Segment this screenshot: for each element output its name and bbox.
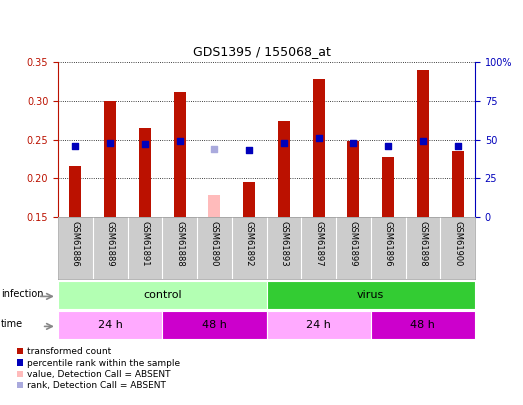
Bar: [417, 70, 429, 217]
Bar: [347, 141, 359, 217]
Text: GSM61888: GSM61888: [175, 222, 184, 267]
Text: GSM61890: GSM61890: [210, 222, 219, 267]
Point: [210, 145, 219, 152]
Point: [384, 143, 392, 149]
Bar: [69, 166, 82, 217]
Text: time: time: [1, 319, 24, 328]
Text: GSM61892: GSM61892: [245, 222, 254, 267]
Text: 48 h: 48 h: [202, 320, 227, 330]
Point: [141, 141, 149, 147]
Bar: [371, 311, 475, 339]
Point: [314, 135, 323, 141]
Bar: [208, 195, 221, 217]
Bar: [267, 311, 371, 339]
Text: virus: virus: [357, 290, 384, 300]
Point: [280, 139, 288, 146]
Text: infection: infection: [1, 289, 43, 298]
Point: [175, 138, 184, 144]
Point: [245, 147, 253, 153]
Text: control: control: [143, 290, 181, 300]
Point: [453, 143, 462, 149]
Bar: [162, 311, 267, 339]
Point: [106, 139, 115, 146]
Text: GDS1395 / 155068_at: GDS1395 / 155068_at: [192, 45, 331, 58]
Text: 24 h: 24 h: [306, 320, 331, 330]
Bar: [278, 121, 290, 217]
Bar: [313, 79, 325, 217]
Text: 24 h: 24 h: [98, 320, 122, 330]
Text: GSM61896: GSM61896: [384, 222, 393, 267]
Text: GSM61897: GSM61897: [314, 222, 323, 267]
Bar: [382, 157, 394, 217]
Bar: [104, 101, 116, 217]
Bar: [174, 92, 186, 217]
Point: [349, 139, 358, 146]
Text: GSM61900: GSM61900: [453, 222, 462, 267]
Text: GSM61891: GSM61891: [140, 222, 150, 267]
Bar: [58, 281, 267, 309]
Bar: [139, 128, 151, 217]
Text: GSM61898: GSM61898: [418, 222, 427, 267]
Bar: [451, 151, 464, 217]
Bar: [58, 311, 162, 339]
Text: GSM61893: GSM61893: [279, 222, 288, 267]
Point: [419, 138, 427, 144]
Text: GSM61889: GSM61889: [106, 222, 115, 267]
Legend: transformed count, percentile rank within the sample, value, Detection Call = AB: transformed count, percentile rank withi…: [15, 345, 181, 392]
Text: 48 h: 48 h: [411, 320, 435, 330]
Bar: [267, 281, 475, 309]
Text: GSM61899: GSM61899: [349, 222, 358, 267]
Text: GSM61886: GSM61886: [71, 222, 80, 267]
Point: [71, 143, 79, 149]
Bar: [243, 182, 255, 217]
